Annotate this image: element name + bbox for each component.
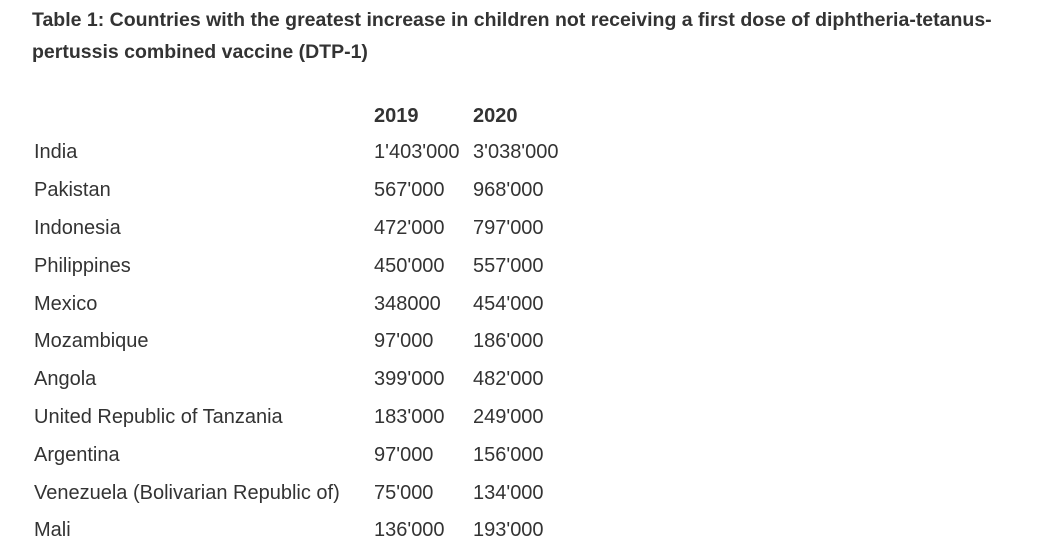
table-title: Table 1: Countries with the greatest inc… xyxy=(32,9,992,63)
country-cell: Venezuela (Bolivarian Republic of) xyxy=(34,481,340,504)
value-2020-cell: 186'000 xyxy=(473,330,544,353)
country-cell: Angola xyxy=(34,368,97,391)
country-cell: India xyxy=(34,141,78,164)
value-2019-cell: 567'000 xyxy=(374,179,445,202)
value-2020-cell: 156'000 xyxy=(473,443,544,466)
table-row: Pakistan 567'000 968'000 xyxy=(34,172,583,210)
header-2019: 2019 xyxy=(374,104,419,127)
country-cell: United Republic of Tanzania xyxy=(34,405,283,428)
value-2020-cell: 557'000 xyxy=(473,254,544,277)
value-2020-cell: 3'038'000 xyxy=(473,141,559,164)
table-row: United Republic of Tanzania 183'000 249'… xyxy=(34,399,583,437)
value-2020-cell: 249'000 xyxy=(473,405,544,428)
header-2020: 2020 xyxy=(473,104,518,127)
value-2019-cell: 136'000 xyxy=(374,519,445,537)
table-row: Mali 136'000 193'000 xyxy=(34,512,583,537)
value-2020-cell: 134'000 xyxy=(473,481,544,504)
value-2020-cell: 797'000 xyxy=(473,216,544,239)
value-2020-cell: 482'000 xyxy=(473,368,544,391)
value-2019-cell: 97'000 xyxy=(374,443,434,466)
value-2019-cell: 348000 xyxy=(374,292,441,315)
table-row: Venezuela (Bolivarian Republic of) 75'00… xyxy=(34,474,583,512)
value-2020-cell: 968'000 xyxy=(473,179,544,202)
value-2019-cell: 450'000 xyxy=(374,254,445,277)
value-2020-cell: 454'000 xyxy=(473,292,544,315)
country-cell: Indonesia xyxy=(34,216,121,239)
header-row: 2019 2020 xyxy=(34,98,583,134)
table-row: Indonesia 472'000 797'000 xyxy=(34,210,583,248)
table-row: Mozambique 97'000 186'000 xyxy=(34,323,583,361)
value-2019-cell: 472'000 xyxy=(374,216,445,239)
table-row: Philippines 450'000 557'000 xyxy=(34,247,583,285)
value-2020-cell: 193'000 xyxy=(473,519,544,537)
country-cell: Argentina xyxy=(34,443,120,466)
table-row: Angola 399'000 482'000 xyxy=(34,361,583,399)
table-row: Mexico 348000 454'000 xyxy=(34,285,583,323)
country-cell: Philippines xyxy=(34,254,131,277)
header-country xyxy=(34,98,374,134)
country-cell: Pakistan xyxy=(34,179,111,202)
value-2019-cell: 97'000 xyxy=(374,330,434,353)
value-2019-cell: 75'000 xyxy=(374,481,434,504)
country-cell: Mozambique xyxy=(34,330,149,353)
table-row: India 1'403'000 3'038'000 xyxy=(34,134,583,172)
country-cell: Mexico xyxy=(34,292,98,315)
country-cell: Mali xyxy=(34,519,71,537)
value-2019-cell: 399'000 xyxy=(374,368,445,391)
table-row: Argentina 97'000 156'000 xyxy=(34,436,583,474)
data-table: 2019 2020 India 1'403'000 3'038'000 Paki… xyxy=(34,98,583,537)
value-2019-cell: 1'403'000 xyxy=(374,141,460,164)
value-2019-cell: 183'000 xyxy=(374,405,445,428)
